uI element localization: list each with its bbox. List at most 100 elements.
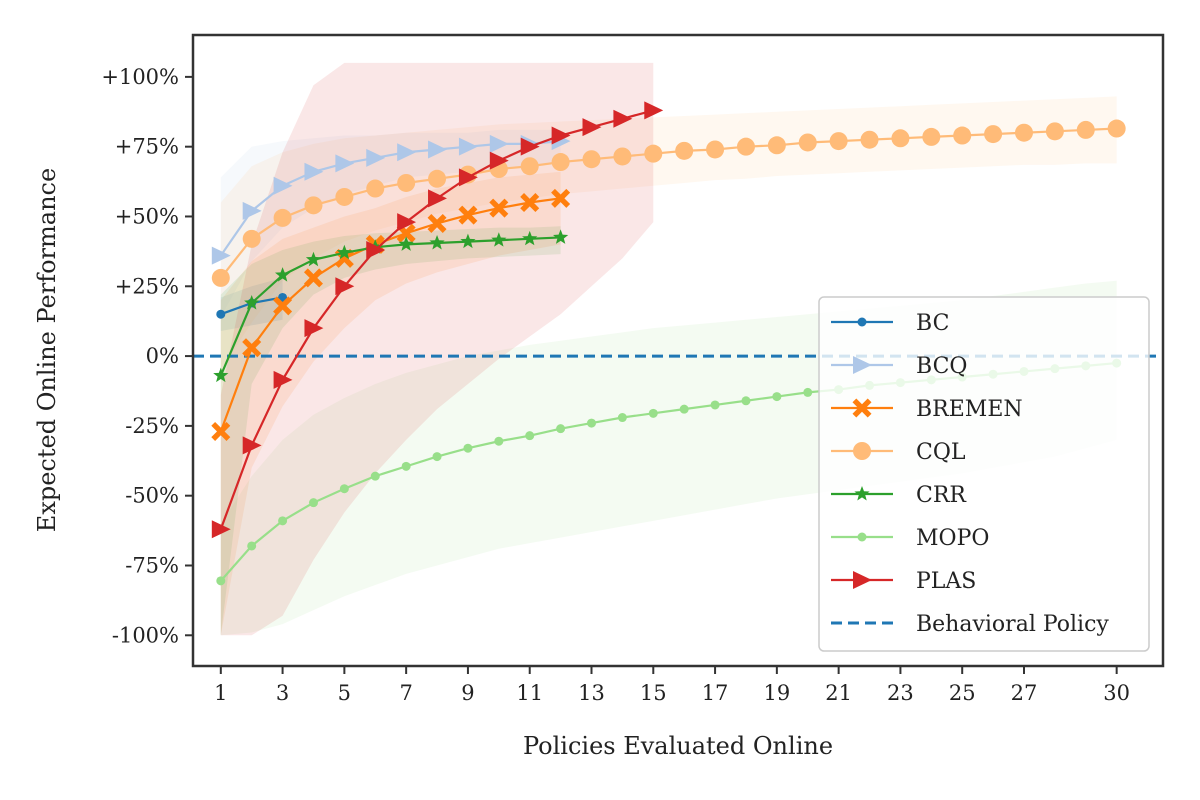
- point-crr-1: [213, 367, 229, 383]
- point-mopo-8: [432, 452, 442, 462]
- point-cql-5: [335, 187, 354, 206]
- point-cql-3: [273, 208, 292, 227]
- y-tick-label: +25%: [115, 274, 179, 298]
- legend-label: PLAS: [916, 569, 976, 594]
- point-cql-19: [767, 136, 786, 155]
- point-cql-30: [1107, 119, 1126, 138]
- legend-label: MOPO: [916, 526, 989, 551]
- x-tick-label: 5: [338, 681, 351, 705]
- legend: BC BCQ BREMEN CQL CRR MOPO PLAS Behavioral Poli…: [818, 296, 1150, 652]
- point-mopo-19: [772, 392, 782, 402]
- legend-label: BC: [916, 311, 949, 336]
- point-plas-14: [613, 109, 633, 128]
- x-tick-label: 15: [640, 681, 667, 705]
- point-mopo-10: [494, 436, 504, 446]
- point-cql-28: [1045, 122, 1064, 141]
- point-bcq-5: [335, 154, 355, 173]
- legend-item-behavioral-policy: Behavioral Policy: [831, 612, 1109, 637]
- point-plas-11: [520, 137, 540, 156]
- point-plas-3: [273, 370, 293, 389]
- legend-marker: [854, 486, 870, 501]
- point-cql-26: [984, 125, 1003, 144]
- point-bremen-8: [427, 213, 447, 233]
- point-bcq-4: [304, 162, 324, 181]
- point-cql-7: [397, 173, 416, 192]
- x-tick-label: 11: [516, 681, 543, 705]
- legend-label: CRR: [916, 483, 967, 508]
- legend-marker: [857, 532, 867, 542]
- point-plas-10: [489, 151, 509, 170]
- legend-marker: [853, 571, 872, 589]
- point-mopo-16: [679, 404, 689, 414]
- point-bremen-2: [242, 338, 262, 358]
- point-crr-11: [522, 230, 538, 246]
- legend-label: CQL: [916, 440, 966, 465]
- legend-item-bcq: BCQ: [831, 354, 967, 379]
- point-bremen-1: [211, 421, 231, 441]
- point-cql-13: [582, 150, 601, 169]
- series-plas: [211, 101, 664, 539]
- point-crr-9: [460, 233, 476, 249]
- point-cql-14: [613, 147, 632, 166]
- point-bcq-10: [489, 134, 509, 153]
- point-cql-21: [829, 132, 848, 151]
- point-crr-4: [305, 251, 322, 267]
- point-plas-15: [644, 101, 664, 120]
- point-cql-25: [953, 126, 972, 145]
- x-tick-label: 30: [1103, 681, 1130, 705]
- point-bcq-9: [458, 137, 478, 156]
- point-cql-1: [211, 268, 230, 287]
- point-plas-12: [551, 126, 571, 145]
- point-mopo-4: [308, 498, 318, 508]
- point-plas-8: [428, 189, 447, 208]
- legend-item-bremen: BREMEN: [831, 397, 1023, 422]
- x-tick-label: 27: [1011, 681, 1038, 705]
- point-bcq-1: [211, 246, 231, 265]
- point-mopo-15: [648, 408, 658, 418]
- point-mopo-11: [525, 431, 535, 441]
- x-tick-label: 21: [825, 681, 852, 705]
- x-tick-label: 17: [702, 681, 729, 705]
- y-tick-label: +100%: [101, 65, 179, 89]
- legend-item-bc: BC: [831, 311, 949, 336]
- y-tick-label: 0%: [146, 344, 179, 368]
- point-cql-23: [891, 129, 910, 148]
- y-tick-label: +50%: [115, 204, 179, 228]
- point-mopo-18: [741, 396, 751, 406]
- y-tick-label: -100%: [112, 623, 179, 647]
- point-bremen-12: [551, 188, 571, 208]
- point-crr-8: [429, 235, 445, 250]
- point-cql-11: [520, 157, 539, 176]
- point-cql-4: [304, 196, 323, 215]
- legend-marker: [852, 398, 872, 418]
- point-mopo-5: [339, 484, 349, 494]
- plot-frame: [191, 33, 1165, 668]
- point-plas-9: [458, 168, 478, 187]
- band-crr: [220, 226, 561, 636]
- point-cql-16: [675, 141, 694, 160]
- point-mopo-12: [556, 424, 566, 434]
- point-crr-2: [244, 295, 260, 310]
- x-tick-label: 19: [763, 681, 790, 705]
- legend-label: BREMEN: [916, 397, 1023, 422]
- point-mopo-17: [710, 400, 720, 410]
- point-bremen-9: [458, 205, 478, 225]
- point-bremen-11: [520, 193, 540, 213]
- point-crr-5: [336, 244, 352, 260]
- x-tick-label: 7: [399, 681, 412, 705]
- point-mopo-13: [587, 418, 597, 428]
- point-bremen-4: [303, 268, 323, 288]
- x-tick-label: 23: [887, 681, 914, 705]
- point-mopo-1: [216, 576, 226, 586]
- x-axis-label: Policies Evaluated Online: [523, 732, 833, 760]
- y-tick-label: +75%: [115, 135, 179, 159]
- point-cql-2: [242, 229, 261, 248]
- point-cql-12: [551, 153, 570, 172]
- point-mopo-7: [401, 461, 411, 471]
- point-plas-7: [397, 213, 417, 232]
- x-tick-label: 25: [949, 681, 976, 705]
- legend-item-mopo: MOPO: [831, 526, 989, 551]
- point-cql-24: [922, 127, 941, 146]
- y-axis-ticks: +100% +75% +50% +25% 0% -25% -50% -75% -100%: [101, 65, 193, 647]
